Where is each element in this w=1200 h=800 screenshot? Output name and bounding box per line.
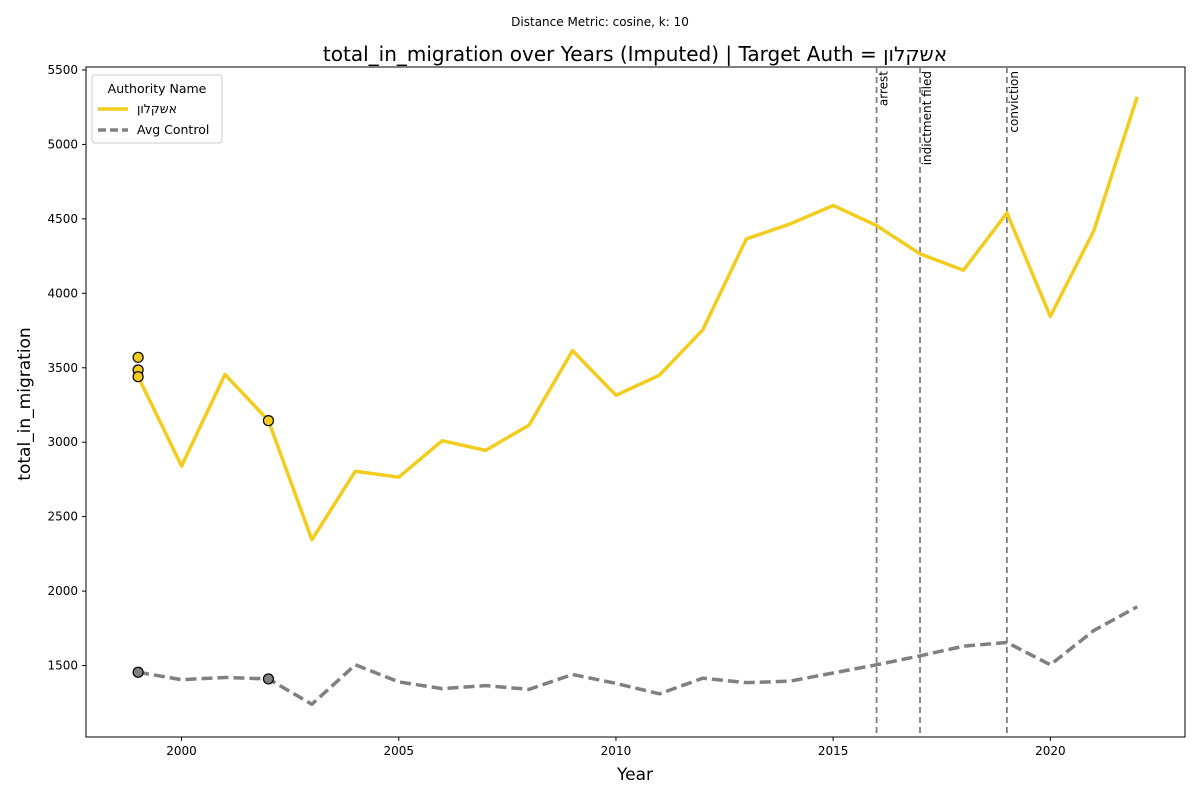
x-tick-label: 2005 [383,744,414,758]
imputed-point [132,371,144,383]
y-axis-label: total_in_migration [15,327,35,480]
imputed-point [132,666,144,678]
legend: Authority Name אשקלון Avg Control [91,74,223,144]
y-tick-label: 2500 [47,510,78,524]
axes-frame [85,66,1186,738]
x-axis-label: Year [616,765,653,785]
x-tick-label: 2010 [601,744,632,758]
y-tick-label: 4000 [47,286,78,300]
imputed-point [262,673,275,685]
event-label: conviction [1007,71,1021,133]
legend-entry-label: אשקלון [137,101,177,116]
legend-box [91,74,223,144]
y-tick-label: 5000 [47,137,78,151]
event-label: indictment filed [920,71,934,165]
imputed-point [262,415,275,427]
x-tick-label: 2000 [166,744,197,758]
imputed-point [132,351,144,363]
legend-entry-label: Avg Control [137,122,209,137]
plot-area: 2000 2005 2010 2015 2020 1500 2000 2500 3000 3500… [47,63,1186,758]
y-tick-label: 1500 [47,659,78,673]
chart-subtitle: Distance Metric: cosine, k: 10 [511,15,689,29]
series-line-target [136,96,1139,542]
series-line-control [137,605,1139,706]
x-tick-label: 2020 [1035,744,1066,758]
y-tick-label: 2000 [47,584,78,598]
x-tick-label: 2015 [818,744,849,758]
legend-title: Authority Name [108,81,207,96]
y-tick-label: 3500 [47,361,78,375]
chart-title: total_in_migration over Years (Imputed) … [323,42,947,66]
event-label: arrest [877,71,891,106]
y-tick-label: 3000 [47,435,78,449]
y-tick-label: 5500 [47,63,78,77]
y-tick-label: 4500 [47,212,78,226]
